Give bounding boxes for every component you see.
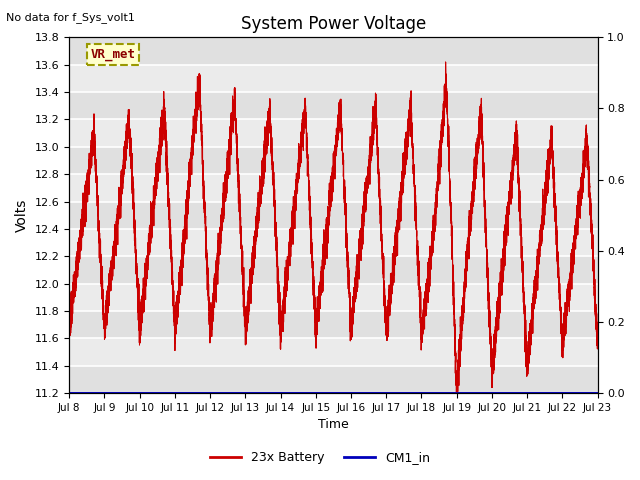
Bar (69, 120, 598, 147)
Bar (69, 338, 598, 366)
Bar (69, 229, 598, 256)
23x Battery (387, 297, 394, 303)
CM1_in (65, 390, 73, 396)
Bar (69, 311, 598, 338)
23x Battery (93, 188, 100, 194)
Bar (69, 37, 598, 65)
Line: 23x Battery: 23x Battery (69, 62, 598, 400)
Bar (69, 92, 598, 120)
Bar (69, 366, 598, 393)
Bar (69, 174, 598, 202)
Y-axis label: Volts: Volts (15, 199, 29, 232)
23x Battery (442, 59, 449, 65)
23x Battery (336, 114, 344, 120)
23x Battery (65, 312, 73, 318)
23x Battery (452, 397, 460, 403)
Legend: 23x Battery, CM1_in: 23x Battery, CM1_in (205, 446, 435, 469)
Bar (69, 284, 598, 311)
Title: System Power Voltage: System Power Voltage (241, 15, 426, 33)
23x Battery (144, 256, 152, 262)
Bar (69, 202, 598, 229)
Bar (69, 65, 598, 92)
23x Battery (594, 340, 602, 346)
CM1_in (100, 390, 108, 396)
23x Battery (202, 240, 210, 246)
Text: VR_met: VR_met (90, 48, 135, 61)
Bar (69, 147, 598, 174)
23x Battery (343, 258, 351, 264)
X-axis label: Time: Time (318, 419, 349, 432)
Bar (69, 256, 598, 284)
Text: No data for f_Sys_volt1: No data for f_Sys_volt1 (6, 12, 135, 23)
